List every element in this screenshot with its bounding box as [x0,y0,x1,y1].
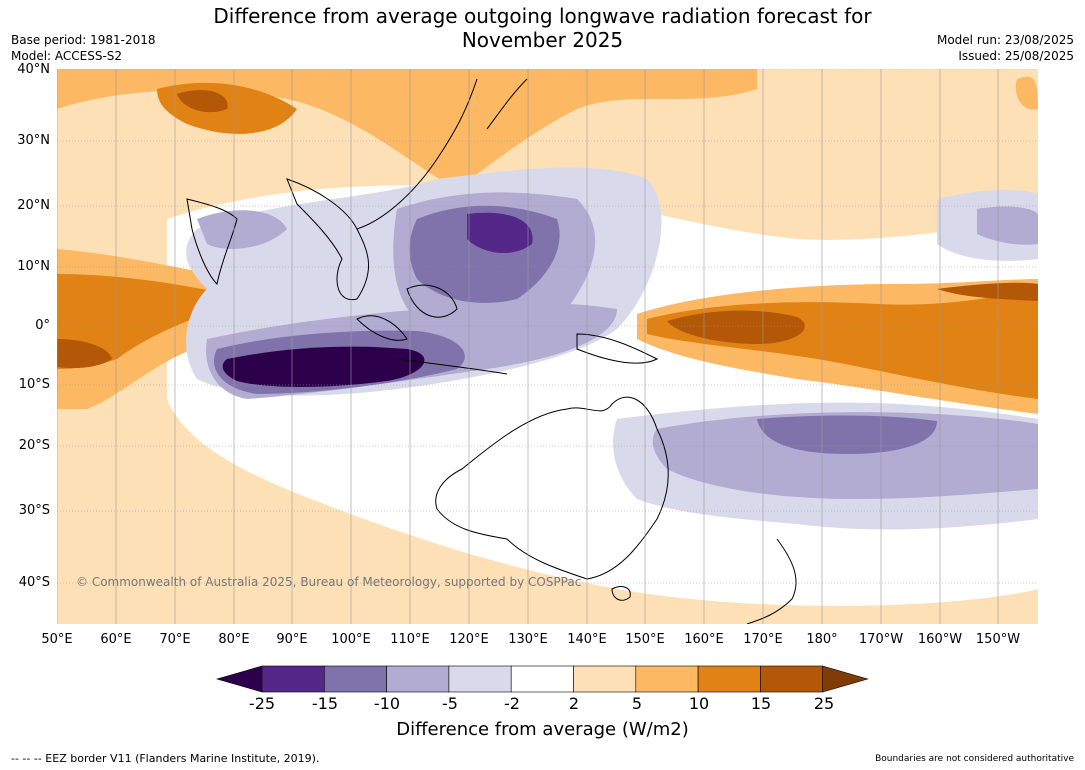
meta-left: Base period: 1981-2018 Model: ACCESS-S2 [11,32,156,64]
lon-label-130e: 130°E [508,632,548,647]
new-guinea-coastline [576,333,659,364]
meridians [56,69,999,624]
lat-label-10n: 10°N [17,259,50,274]
se-asia-coastline [286,178,370,301]
title-line-2: November 2025 [461,28,624,52]
colorbar-segment [573,665,637,693]
colorbar-segment [448,665,512,693]
model-run: Model run: 23/08/2025 [936,33,1074,47]
tasmania-coastline [611,586,631,601]
tibet-strong-positive [177,89,228,113]
meta-right: Model run: 23/08/2025 Issued: 25/08/2025 [937,32,1074,64]
lon-label-110e: 110°E [390,632,430,647]
lon-label-160e: 160°E [684,632,724,647]
colorbar-segment [261,665,325,693]
lon-label-170e: 170°E [743,632,783,647]
south-pacific-negative-strong [757,415,937,454]
lat-label-40s: 40°S [18,575,50,590]
new-zealand-coastline [746,538,797,625]
philippines-negative-core [467,212,533,254]
lon-label-180: 180° [806,632,838,647]
colorbar-tick-label: -5 [442,694,458,713]
east-pacific-north-positive [1015,76,1038,110]
pacific-core [667,310,805,344]
lon-label-100e: 100°E [331,632,371,647]
lon-label-170w: 170°W [858,632,904,647]
title-line-1: Difference from average outgoing longwav… [213,4,872,28]
india-coastline [186,198,238,286]
west-indian-positive-strong [57,274,247,369]
colorbar-tick-label: -2 [504,694,520,713]
east-pacific-core [937,282,1038,301]
colorbar-tick-label: 25 [813,694,835,713]
lon-label-160w: 160°W [917,632,963,647]
colorbar-tick-label: -10 [373,694,401,713]
west-indian-core [57,339,112,369]
lat-label-30n: 30°N [17,133,50,148]
colorbar-segment [386,665,450,693]
colorbar-tick-label: -25 [248,694,276,713]
lat-label-40n: 40°N [17,62,50,77]
lon-label-80e: 80°E [218,632,250,647]
base-period: Base period: 1981-2018 [11,33,156,47]
eez-border-note: -- -- -- EEZ border V11 (Flanders Marine… [11,752,320,765]
colorbar [215,665,869,693]
colorbar-arrow-high [822,665,869,693]
sumatra-coastline [356,315,408,341]
china-coastline [356,78,478,230]
colorbar-arrow-low [215,665,263,693]
boundary-disclaimer: Boundaries are not considered authoritat… [875,754,1074,764]
lon-label-70e: 70°E [159,632,191,647]
lon-label-140e: 140°E [567,632,607,647]
map-title: Difference from average outgoing longwav… [0,4,1085,52]
colorbar-tick-label: 10 [688,694,710,713]
lat-label-20n: 20°N [17,198,50,213]
lat-label-equator: 0° [35,318,50,333]
north-pacific-negative-core [977,206,1038,245]
colorbar-tick-label: 5 [631,694,643,713]
japan-coastline [486,78,528,130]
colorbar-tick-label: 15 [750,694,772,713]
map-svg [56,68,1038,625]
australia-coastline [435,396,669,580]
copyright-notice: © Commonwealth of Australia 2025, Bureau… [76,575,582,589]
borneo-coastline [406,284,458,318]
lon-label-90e: 90°E [276,632,308,647]
east-indian-negative-core [222,346,425,387]
lon-label-60e: 60°E [100,632,132,647]
issued-date: Issued: 25/08/2025 [958,49,1074,63]
colorbar-segment [324,665,387,693]
lon-label-150e: 150°E [625,632,665,647]
colorbar-segment [760,665,824,693]
lat-label-20s: 20°S [18,438,50,453]
lon-label-120e: 120°E [449,632,489,647]
colorbar-segment [635,665,699,693]
lon-label-150w: 150°W [975,632,1021,647]
lat-label-10s: 10°S [18,377,50,392]
colorbar-segment [697,665,761,693]
lon-label-50e: 50°E [41,632,73,647]
colorbar-title: Difference from average (W/m2) [396,719,689,740]
south-pacific-negative [652,412,1038,499]
bay-of-bengal-negative [197,210,287,249]
model-name: Model: ACCESS-S2 [11,49,123,63]
lat-label-30s: 30°S [18,503,50,518]
colorbar-tick-label: -15 [311,694,339,713]
north-asia-positive [57,69,757,189]
colorbar-segment [510,665,574,693]
colorbar-tick-label: 2 [568,694,580,713]
forecast-map [56,68,1038,625]
